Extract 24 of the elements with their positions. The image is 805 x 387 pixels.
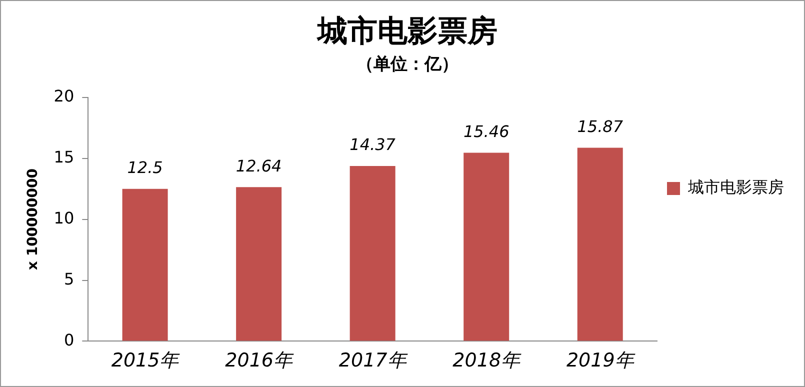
x-tick-label: 2016年 <box>225 350 294 372</box>
bar <box>464 152 510 341</box>
bar <box>577 148 623 341</box>
y-axis-title: x 100000000 <box>25 168 42 270</box>
y-tick-label: 20 <box>54 86 74 106</box>
bar <box>122 188 168 341</box>
x-tick-label: 2015年 <box>111 350 181 372</box>
x-tick-label: 2019年 <box>566 350 636 372</box>
data-label: 12.5 <box>127 158 163 177</box>
x-tick-label: 2018年 <box>452 350 522 372</box>
x-tick-label: 2017年 <box>338 350 408 372</box>
y-tick-label: 15 <box>54 148 74 167</box>
data-label: 15.46 <box>463 122 510 141</box>
bar <box>236 187 282 341</box>
chart-title: 城市电影票房 <box>316 14 498 49</box>
y-tick-label: 10 <box>54 208 74 228</box>
data-label: 14.37 <box>350 135 396 154</box>
data-label: 15.87 <box>577 116 624 136</box>
bar <box>350 166 396 341</box>
y-tick-label: 0 <box>64 330 74 350</box>
data-label: 12.64 <box>236 156 282 176</box>
y-tick-label: 5 <box>64 269 74 288</box>
chart-subtitle: （单位：亿） <box>356 54 458 75</box>
legend-label: 城市电影票房 <box>687 178 784 197</box>
